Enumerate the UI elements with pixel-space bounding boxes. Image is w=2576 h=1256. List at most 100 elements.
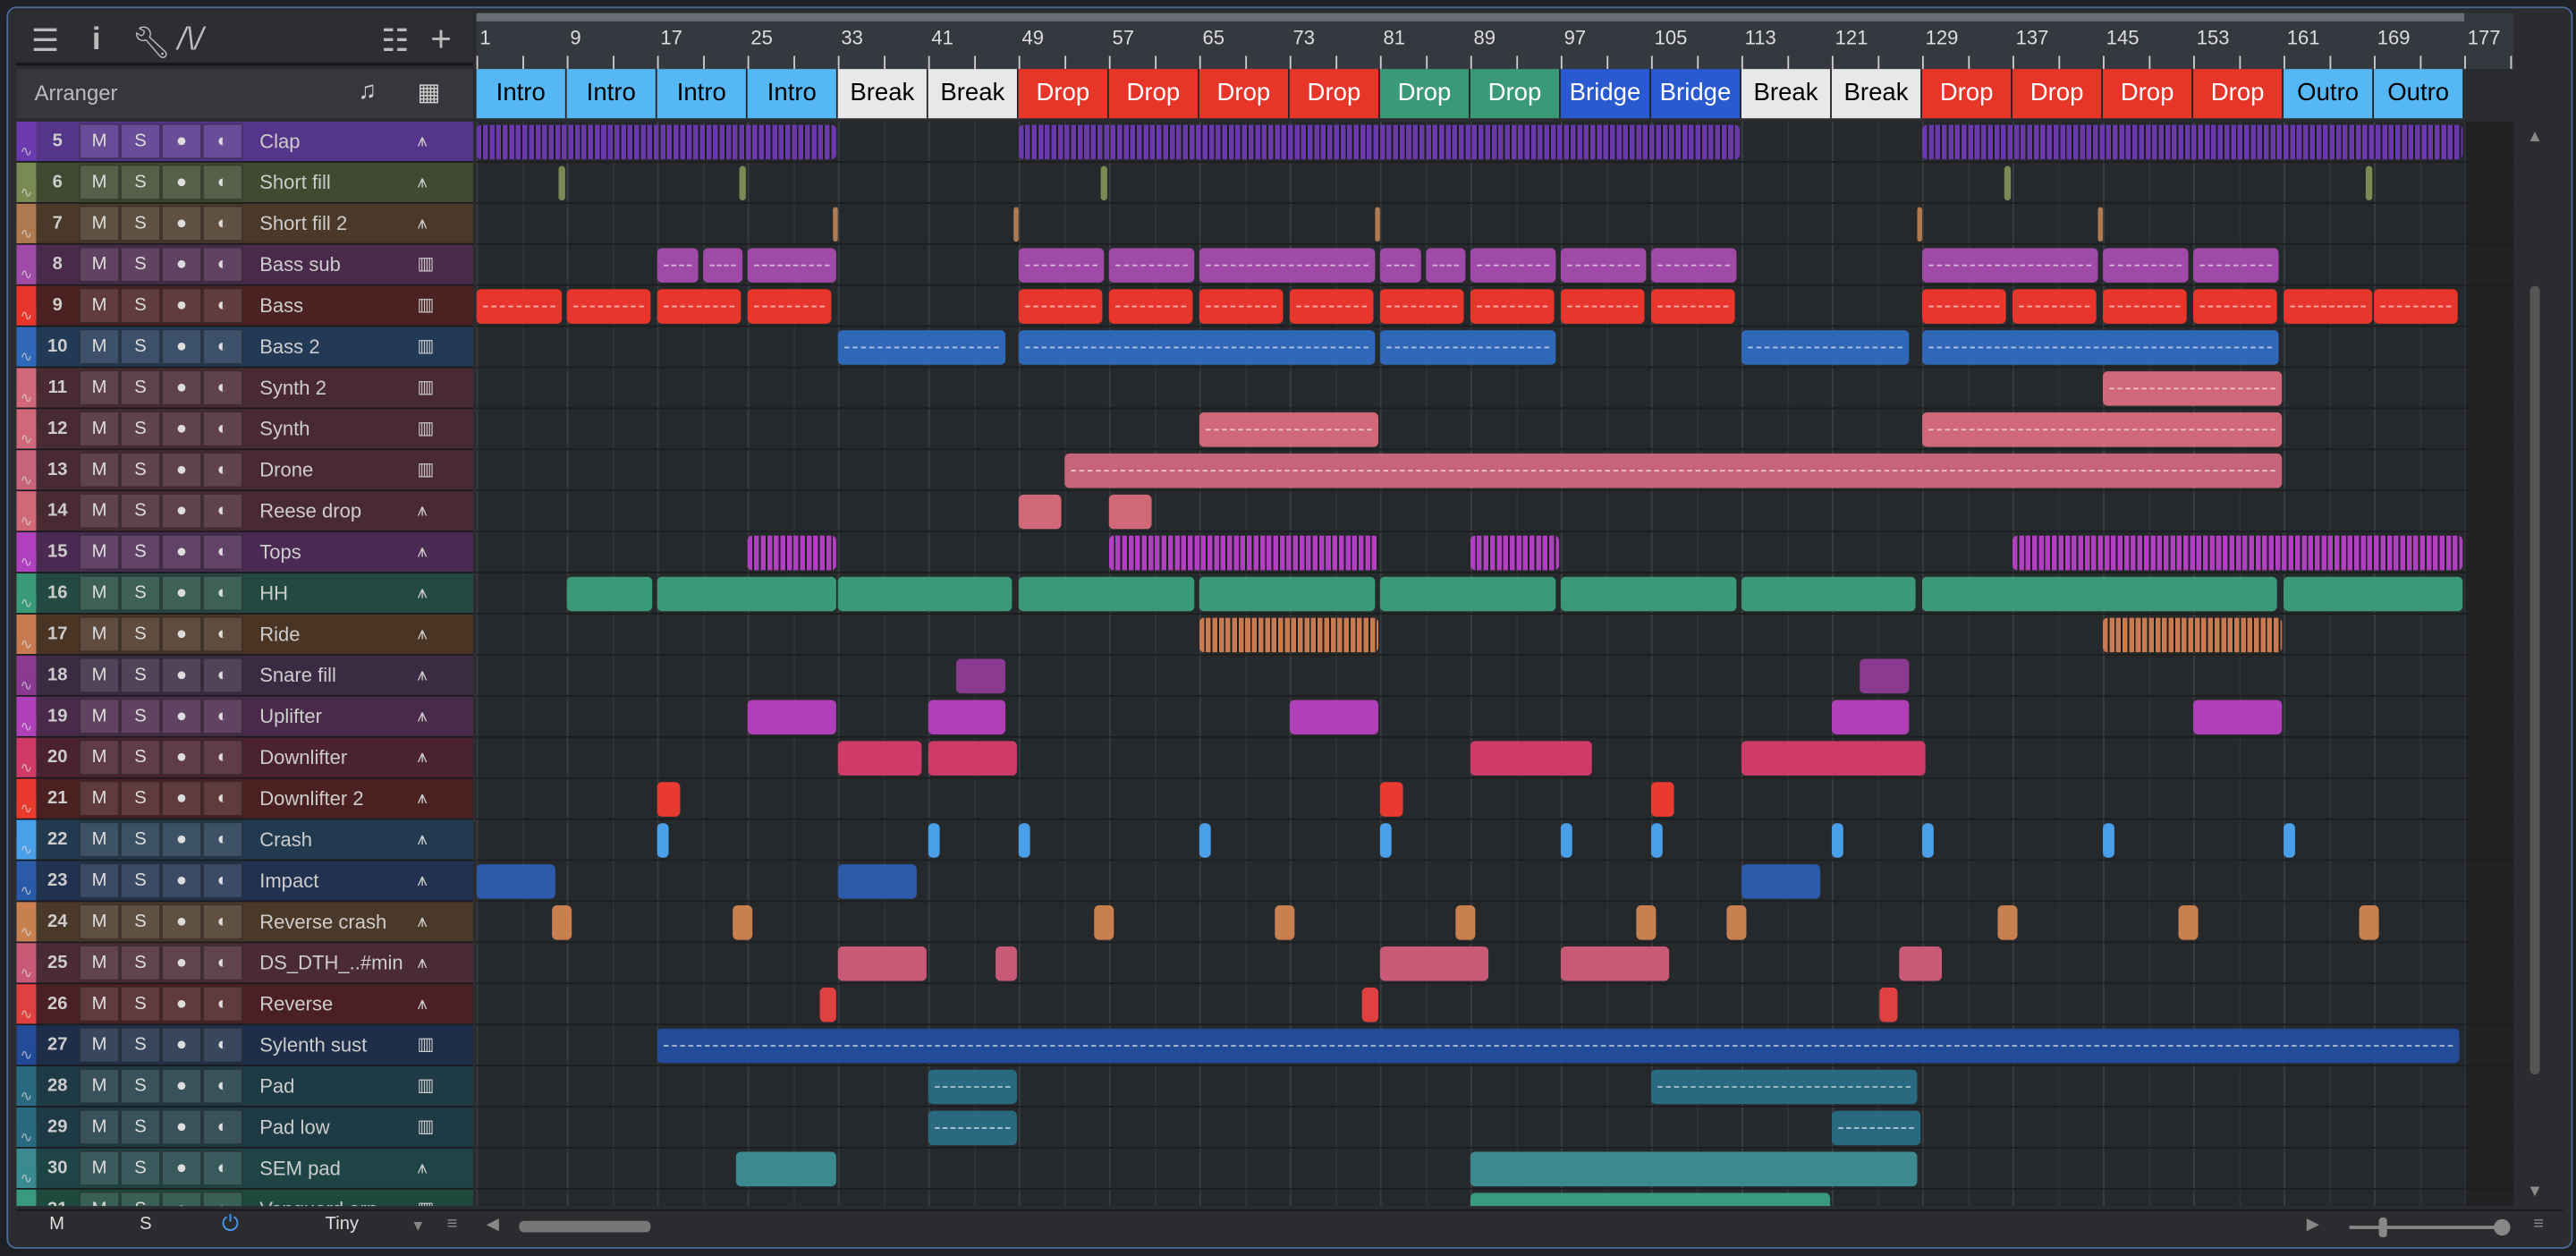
clip[interactable]: [1636, 905, 1657, 940]
solo-button[interactable]: S: [120, 1067, 161, 1105]
mute-button[interactable]: M: [79, 369, 121, 406]
clip[interactable]: [2374, 289, 2458, 324]
clip[interactable]: [1108, 494, 1152, 530]
clip[interactable]: [1899, 946, 1943, 981]
track-color[interactable]: ∿: [16, 655, 37, 695]
monitor-button[interactable]: ◐: [201, 1108, 243, 1146]
automation-icon[interactable]: ∿: [16, 963, 37, 983]
monitor-button[interactable]: ◐: [201, 739, 243, 776]
track-header[interactable]: ∿ 27 M S ● ◐ Sylenth sust ▥: [16, 1025, 473, 1067]
track-header[interactable]: ∿ 25 M S ● ◐ DS_DTH_..#min ⩚: [16, 943, 473, 985]
solo-button[interactable]: S: [120, 821, 161, 858]
clip[interactable]: [657, 823, 669, 858]
record-button[interactable]: ●: [160, 615, 202, 653]
arranger-section-drop[interactable]: Drop: [1379, 69, 1470, 119]
solo-button[interactable]: S: [120, 493, 161, 530]
solo-button[interactable]: S: [120, 533, 161, 571]
track-lane[interactable]: [476, 368, 2514, 410]
automation-icon[interactable]: ∿: [16, 346, 37, 367]
clip[interactable]: [928, 741, 1017, 776]
record-button[interactable]: ●: [160, 945, 202, 981]
automation-icon[interactable]: ∿: [16, 1086, 37, 1107]
solo-button[interactable]: S: [120, 164, 161, 201]
clip[interactable]: [1199, 289, 1284, 324]
clip[interactable]: [1108, 248, 1195, 283]
track-header[interactable]: ∿ 18 M S ● ◐ Snare fill ⩚: [16, 655, 473, 697]
solo-button[interactable]: S: [120, 123, 161, 160]
record-button[interactable]: ●: [160, 1108, 202, 1146]
track-color[interactable]: ∿: [16, 532, 37, 573]
monitor-button[interactable]: ◐: [201, 986, 243, 1023]
horizontal-scroll-thumb[interactable]: [519, 1220, 651, 1233]
clip[interactable]: [2366, 165, 2372, 201]
track-lane[interactable]: [476, 573, 2514, 615]
power-icon[interactable]: ⏻: [221, 1210, 239, 1236]
arranger-section-drop[interactable]: Drop: [1199, 69, 1290, 119]
track-header[interactable]: ∿ 24 M S ● ◐ Reverse crash ⩚: [16, 902, 473, 944]
arranger-section-bridge[interactable]: Bridge: [1560, 69, 1651, 119]
track-lane[interactable]: [476, 286, 2514, 327]
clip[interactable]: [928, 700, 1005, 735]
clip[interactable]: [476, 289, 563, 324]
arranger-section-intro[interactable]: Intro: [476, 69, 567, 119]
track-lane[interactable]: [476, 1149, 2514, 1190]
automation-icon[interactable]: ∿: [16, 1167, 37, 1188]
track-lane[interactable]: [476, 327, 2514, 369]
solo-button[interactable]: S: [120, 904, 161, 940]
clip[interactable]: [1361, 987, 1378, 1023]
solo-button[interactable]: S: [120, 739, 161, 776]
solo-button[interactable]: S: [120, 205, 161, 242]
monitor-button[interactable]: ◐: [201, 1191, 243, 1207]
clip[interactable]: [2097, 207, 2103, 242]
clip[interactable]: [928, 823, 940, 858]
arranger-section-break[interactable]: Break: [928, 69, 1019, 119]
solo-button[interactable]: S: [120, 328, 161, 365]
track-color[interactable]: ∿: [16, 778, 37, 819]
solo-button[interactable]: S: [120, 615, 161, 653]
arranger-section-drop[interactable]: Drop: [1921, 69, 2012, 119]
track-lane[interactable]: [476, 204, 2514, 245]
track-lane[interactable]: [476, 532, 2514, 574]
grid-icon[interactable]: ▦: [417, 79, 441, 107]
clip[interactable]: [558, 165, 564, 201]
solo-button[interactable]: S: [120, 657, 161, 694]
mute-button[interactable]: M: [79, 411, 121, 447]
track-name[interactable]: Crash: [259, 827, 313, 852]
clip[interactable]: [1470, 248, 1556, 283]
track-color[interactable]: ∿: [16, 861, 37, 901]
clip[interactable]: [1094, 905, 1114, 940]
clip[interactable]: [1650, 248, 1737, 283]
track-header[interactable]: ∿ 21 M S ● ◐ Downlifter 2 ⩚: [16, 778, 473, 820]
track-header[interactable]: ∿ 29 M S ● ◐ Pad low ▥: [16, 1107, 473, 1149]
track-name[interactable]: Uplifter: [259, 704, 323, 728]
clip[interactable]: [1470, 289, 1555, 324]
clip[interactable]: [1379, 946, 1488, 981]
add-icon[interactable]: +: [430, 18, 452, 60]
mute-button[interactable]: M: [79, 615, 121, 653]
clip[interactable]: [1018, 330, 1376, 365]
monitor-button[interactable]: ◐: [201, 369, 243, 406]
record-button[interactable]: ●: [160, 821, 202, 858]
record-button[interactable]: ●: [160, 904, 202, 940]
track-lane[interactable]: [476, 984, 2514, 1026]
arranger-section-drop[interactable]: Drop: [1289, 69, 1380, 119]
track-lane[interactable]: [476, 820, 2514, 861]
clip[interactable]: [837, 946, 926, 981]
automation-icon[interactable]: ∿: [16, 633, 37, 655]
track-lane[interactable]: [476, 1066, 2514, 1107]
track-name[interactable]: Synth 2: [259, 376, 326, 400]
clip[interactable]: [2178, 905, 2199, 940]
clip[interactable]: [2012, 289, 2097, 324]
monitor-button[interactable]: ◐: [201, 328, 243, 365]
track-height-icon[interactable]: ≡: [2533, 1214, 2545, 1235]
arranger-section-drop[interactable]: Drop: [2012, 69, 2104, 119]
record-button[interactable]: ●: [160, 123, 202, 160]
track-color[interactable]: ∿: [16, 819, 37, 860]
monitor-button[interactable]: ◐: [201, 904, 243, 940]
arranger-section-break[interactable]: Break: [1831, 69, 1922, 119]
monitor-button[interactable]: ◐: [201, 821, 243, 858]
track-color[interactable]: ∿: [16, 737, 37, 777]
track-name[interactable]: Bass sub: [259, 252, 341, 276]
automation-icon[interactable]: ∿: [16, 675, 37, 695]
solo-button[interactable]: S: [120, 698, 161, 735]
